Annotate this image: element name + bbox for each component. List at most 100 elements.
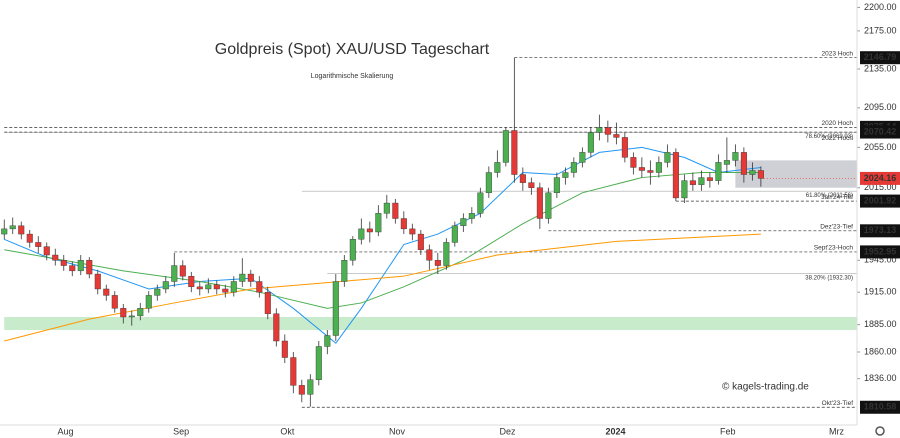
- candle-body: [179, 265, 186, 277]
- candle-body: [664, 152, 671, 163]
- candle-body: [570, 162, 577, 173]
- zone: [735, 160, 857, 188]
- current-value: 2024.16: [864, 173, 897, 183]
- candle-body: [757, 170, 764, 179]
- candle-body: [630, 157, 637, 168]
- level-value: 1810.58: [864, 402, 897, 412]
- candle-body: [672, 152, 679, 199]
- level-box: [860, 51, 900, 65]
- candle-body: [485, 172, 492, 194]
- candle-body: [26, 233, 33, 243]
- candle-body: [86, 260, 93, 275]
- candle-body: [460, 218, 467, 226]
- candle-body: [307, 379, 314, 395]
- candle-body: [638, 167, 645, 171]
- candle-body: [375, 213, 382, 233]
- candle-body: [477, 192, 484, 214]
- settings-icon[interactable]: [875, 426, 885, 436]
- level-label: 2020 Hoch: [822, 120, 854, 127]
- candle-body: [264, 291, 271, 314]
- candle-body: [621, 137, 628, 158]
- level-box: [860, 224, 900, 238]
- candle-body: [196, 286, 203, 290]
- candle-body: [60, 260, 67, 266]
- candle-body: [162, 281, 169, 290]
- x-tick-label: Dez: [500, 426, 517, 436]
- candle-body: [732, 152, 739, 161]
- candle-body: [290, 357, 297, 386]
- y-tick-label: 1915.00: [864, 287, 897, 297]
- candle-body: [443, 242, 450, 266]
- candle-body: [256, 281, 263, 293]
- level-label: Jan'24-Tief: [821, 194, 853, 201]
- candle-body: [468, 213, 475, 219]
- candle-body: [451, 225, 458, 243]
- candle-body: [188, 275, 195, 288]
- candle-body: [94, 273, 101, 290]
- candle-body: [519, 174, 526, 183]
- level-label: 2022 Hoch: [822, 135, 854, 142]
- candle-body: [545, 192, 552, 219]
- level-label: Okt'23-Tief: [822, 400, 854, 407]
- y-tick-label: 2015.00: [864, 182, 897, 192]
- x-tick-label: Aug: [57, 426, 73, 436]
- candle-body: [715, 162, 722, 181]
- candle-body: [103, 288, 110, 296]
- level-label: 2023 Hoch: [822, 50, 854, 57]
- candle-body: [426, 249, 433, 261]
- candle-body: [400, 218, 407, 230]
- candle-body: [77, 260, 84, 272]
- candle-body: [111, 295, 118, 309]
- candle-body: [749, 170, 756, 175]
- candle-body: [706, 177, 713, 181]
- moving-average: [4, 233, 761, 342]
- candle-body: [239, 273, 246, 282]
- candle-body: [213, 284, 220, 290]
- y-tick-label: 1945.00: [864, 255, 897, 265]
- candle-body: [409, 228, 416, 235]
- y-tick-label: 1860.00: [864, 346, 897, 356]
- level-value: 1973.13: [864, 225, 897, 235]
- candle-body: [502, 130, 509, 163]
- level-value: 2001.92: [864, 195, 897, 205]
- fib-label: 38.20% (1932.30): [805, 275, 853, 281]
- candle-body: [171, 265, 178, 282]
- candle-body: [273, 313, 280, 342]
- level-box: [860, 400, 900, 414]
- candle-body: [723, 160, 730, 165]
- candle-body: [128, 315, 135, 318]
- zone: [4, 316, 858, 331]
- candle-body: [222, 288, 229, 293]
- candle-body: [69, 265, 76, 272]
- candle-body: [562, 172, 569, 178]
- candle-body: [494, 162, 501, 173]
- candle-body: [587, 132, 594, 153]
- x-tick-label: Okt: [280, 426, 295, 436]
- level-box: [860, 125, 900, 139]
- candle-body: [120, 308, 127, 318]
- level-label: Sept'23-Hoch: [814, 245, 854, 252]
- level-box: [860, 245, 900, 259]
- candle-body: [647, 170, 654, 173]
- y-tick-label: 2175.00: [864, 25, 897, 35]
- candle-body: [137, 308, 144, 317]
- candle-body: [528, 182, 535, 188]
- level-value: 2146.79: [864, 52, 897, 62]
- candle-body: [689, 180, 696, 185]
- candle-body: [341, 260, 348, 282]
- candle-body: [43, 246, 50, 256]
- candle-body: [698, 177, 705, 185]
- candle-body: [434, 260, 441, 266]
- x-tick-label: 2024: [605, 426, 625, 436]
- candle-body: [349, 239, 356, 261]
- candle-body: [154, 288, 161, 296]
- fib-label: 78.60% (2069.93): [805, 134, 853, 140]
- x-tick-label: Mrz: [829, 426, 844, 436]
- candle-body: [298, 385, 305, 395]
- candle-body: [655, 162, 662, 173]
- candle-body: [324, 335, 331, 347]
- candle-body: [579, 152, 586, 163]
- x-tick-label: Nov: [389, 426, 406, 436]
- candle-body: [604, 127, 611, 135]
